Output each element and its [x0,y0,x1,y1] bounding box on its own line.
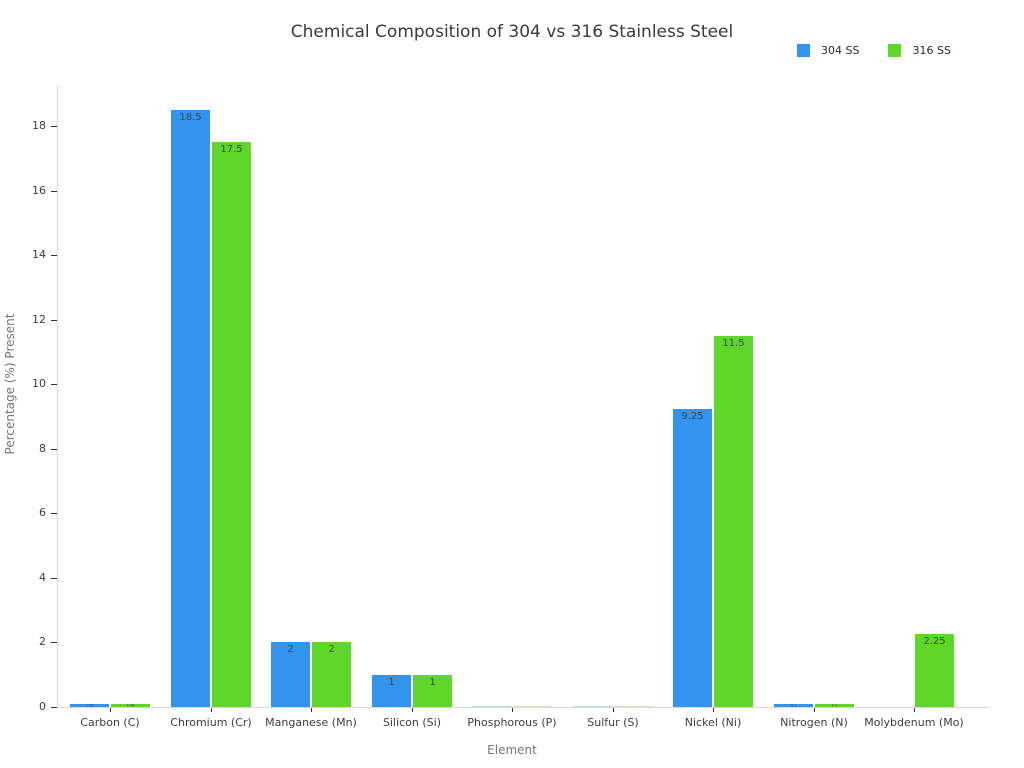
y-tick-mark [51,255,57,256]
y-tick-mark [51,384,57,385]
bar [70,704,109,707]
bar-value-label: 0.08 [126,703,135,708]
y-tick-label: 6 [39,506,46,519]
x-tick-mark [613,708,614,712]
y-tick-mark [51,707,57,708]
bar-value-label: 1 [429,677,436,688]
bar [714,336,753,707]
bar [673,409,712,707]
bar [111,704,150,707]
chart-title: Chemical Composition of 304 vs 316 Stain… [290,22,734,42]
bar-value-label: 0.08 [85,703,94,708]
y-tick-label: 16 [32,184,46,197]
bar [513,706,552,707]
x-tick-mark [311,708,312,712]
bar [472,706,511,707]
bar [915,634,954,707]
legend-swatch-304ss [797,44,810,57]
bar [312,642,351,707]
x-axis-line [57,707,990,708]
x-tick-mark [412,708,413,712]
x-tick-mark [211,708,212,712]
legend-swatch-316ss [888,44,902,57]
bar-value-label: 0.1 [831,703,838,708]
bar [614,706,653,707]
bar-value-label: 18.5 [179,112,202,123]
bar [413,675,452,707]
y-tick-mark [51,578,57,579]
bar-value-label: 2 [287,644,294,655]
x-tick-mark [713,708,714,712]
y-tick-label: 2 [39,635,46,648]
y-tick-label: 14 [32,248,46,261]
x-tick-label: Nitrogen (N) [780,716,848,729]
bar-value-label: 2 [328,644,335,655]
x-axis-title: Element [487,743,537,757]
legend-label-304ss: 304 SS [821,44,860,57]
bar [171,110,210,707]
y-tick-label: 0 [39,700,46,713]
y-tick-label: 8 [39,442,46,455]
legend: 304 SS 316 SS [797,44,951,57]
x-tick-label: Silicon (Si) [382,716,442,729]
x-tick-label: Carbon (C) [80,716,140,729]
y-tick-mark [51,126,57,127]
y-tick-mark [51,449,57,450]
bar-value-label: 11.5 [722,338,745,349]
x-tick-mark [512,708,513,712]
x-tick-mark [814,708,815,712]
x-tick-label: Manganese (Mn) [265,716,357,729]
legend-item-316ss: 316 SS [888,44,951,57]
x-tick-label: Molybdenum (Mo) [864,716,964,729]
x-tick-label: Sulfur (S) [587,716,639,729]
legend-item-304ss: 304 SS [797,44,859,57]
x-tick-mark [914,708,915,712]
y-tick-mark [51,642,57,643]
y-tick-label: 12 [32,313,46,326]
y-tick-mark [51,320,57,321]
bar [573,706,612,707]
bar [212,142,251,707]
bar-value-label: 2.25 [923,636,946,647]
x-tick-label: Chromium (Cr) [170,716,252,729]
x-tick-mark [110,708,111,712]
y-tick-label: 18 [32,119,46,132]
bar-value-label: 0.1 [790,703,797,708]
legend-label-316ss: 316 SS [912,44,951,57]
bar [271,642,310,707]
bar [815,704,854,707]
bar-value-label: 1 [388,677,395,688]
y-tick-mark [51,191,57,192]
y-tick-label: 10 [32,377,46,390]
x-tick-label: Phosphorous (P) [467,716,557,729]
x-tick-label: Nickel (Ni) [684,716,742,729]
bar-value-label: 17.5 [220,144,243,155]
bar-value-label: 9.25 [681,411,704,422]
y-axis-line [57,85,58,707]
bar [774,704,813,707]
bar [372,675,411,707]
y-tick-mark [51,513,57,514]
y-tick-label: 4 [39,571,46,584]
